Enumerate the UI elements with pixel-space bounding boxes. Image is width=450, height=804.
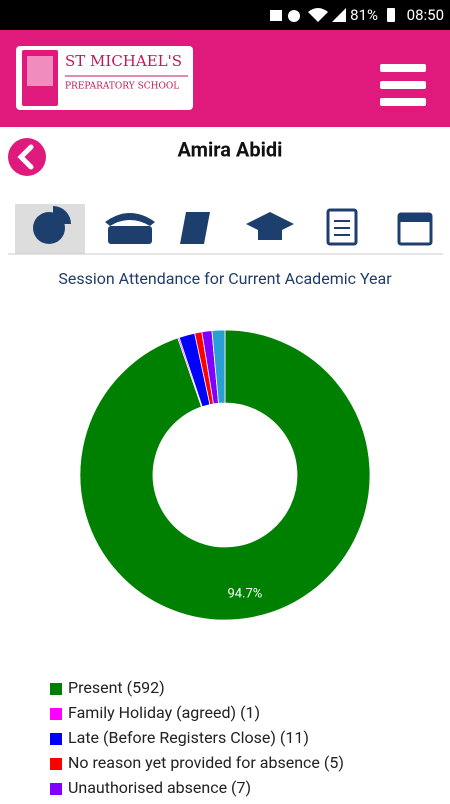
document-icon (326, 208, 358, 246)
menu-line (380, 64, 426, 72)
tab-education[interactable] (246, 212, 294, 240)
wifi-icon (308, 8, 328, 22)
menu-button[interactable] (380, 64, 426, 106)
tab-reports[interactable] (326, 208, 358, 246)
document-line (334, 234, 350, 236)
tab-homework[interactable] (180, 212, 210, 244)
back-arrow (17, 144, 34, 170)
mute-icon (270, 10, 282, 21)
crest-shield (27, 56, 53, 86)
clock: 08:50 (407, 6, 444, 24)
menu-line (380, 81, 426, 89)
document-line (334, 220, 350, 222)
back-button[interactable] (8, 138, 46, 176)
slice-label: 94.7% (227, 586, 262, 601)
signal-icon (332, 8, 346, 22)
document-line (334, 227, 350, 229)
tab-calendar[interactable] (397, 212, 433, 246)
legend-label: No reason yet provided for absence (5) (68, 753, 344, 772)
legend-label: Late (Before Registers Close) (11) (68, 728, 309, 747)
chart-title: Session Attendance for Current Academic … (58, 269, 392, 288)
legend-label: Present (592) (68, 678, 165, 697)
status-icons (270, 8, 346, 22)
donut-slice (211, 329, 226, 404)
phone-icon-top (105, 213, 155, 226)
phone-icon-body (108, 226, 152, 244)
legend-swatch (50, 783, 62, 795)
donut-slice (79, 329, 371, 621)
status-bar (0, 0, 450, 30)
battery-level: 81% (350, 6, 378, 24)
battery-icon (387, 8, 395, 22)
pie-icon-slice (53, 206, 71, 224)
alarm-icon (288, 10, 300, 22)
legend-swatch (50, 758, 62, 770)
calendar-top (399, 214, 431, 222)
legend-swatch (50, 708, 62, 720)
back-circle (8, 138, 46, 176)
cap-icon-base (258, 230, 282, 240)
school-logo (16, 46, 193, 110)
legend-swatch (50, 683, 62, 695)
menu-line (380, 98, 426, 106)
school-name: ST MICHAEL'S (65, 52, 182, 70)
legend-label: Unauthorised absence (7) (68, 778, 251, 797)
legend-label: Family Holiday (agreed) (1) (68, 703, 260, 722)
tab-attendance[interactable] (33, 206, 71, 244)
tab-contacts[interactable] (105, 213, 155, 244)
book-icon (180, 212, 210, 244)
donut-chart: 94.7% Present (592) Family Holiday (agreed… (50, 329, 371, 797)
school-subtitle: PREPARATORY SCHOOL (65, 82, 179, 92)
legend-swatch (50, 733, 62, 745)
student-name: Amira Abidi (178, 137, 283, 161)
